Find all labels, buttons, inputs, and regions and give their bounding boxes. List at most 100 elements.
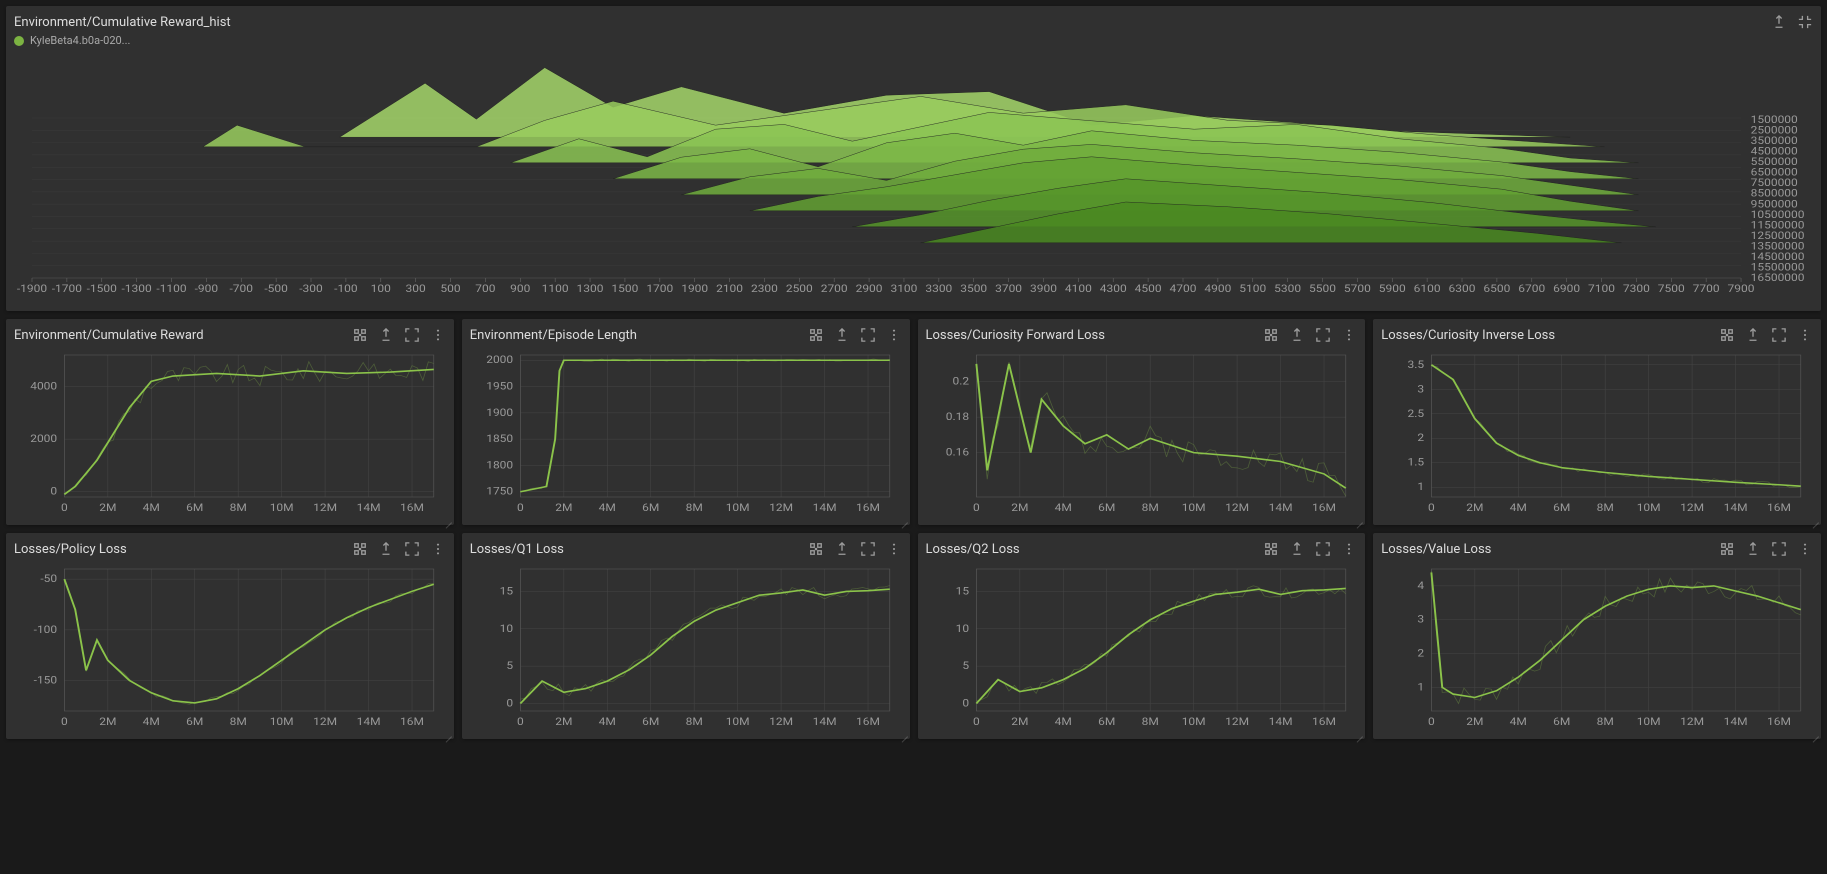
resize-handle-icon[interactable] (1353, 727, 1363, 737)
centerfocus-icon[interactable] (352, 327, 368, 343)
svg-text:8M: 8M (685, 716, 702, 728)
pin-icon[interactable] (1289, 541, 1305, 557)
svg-text:16M: 16M (1312, 502, 1336, 514)
svg-text:12M: 12M (1680, 716, 1704, 728)
panel-title: Losses/Q2 Loss (926, 542, 1020, 557)
more-icon[interactable] (1797, 327, 1813, 343)
centerfocus-icon[interactable] (808, 541, 824, 557)
fullscreen-icon[interactable] (1771, 327, 1787, 343)
line-chart[interactable]: -150-100-5002M4M6M8M10M12M14M16M (14, 561, 446, 731)
pin-icon[interactable] (1745, 541, 1761, 557)
svg-text:16M: 16M (856, 502, 880, 514)
svg-text:1300: 1300 (577, 283, 604, 295)
more-icon[interactable] (430, 327, 446, 343)
panel-header: Environment/Cumulative Reward (14, 327, 446, 343)
pin-icon[interactable] (834, 327, 850, 343)
svg-text:7100: 7100 (1588, 283, 1615, 295)
svg-text:4500: 4500 (1135, 283, 1162, 295)
svg-text:2: 2 (1418, 432, 1425, 444)
svg-text:16M: 16M (1767, 502, 1791, 514)
pin-icon[interactable] (378, 327, 394, 343)
resize-handle-icon[interactable] (442, 727, 452, 737)
resize-handle-icon[interactable] (1353, 513, 1363, 523)
svg-text:3: 3 (1418, 614, 1425, 626)
resize-handle-icon[interactable] (898, 513, 908, 523)
svg-text:6100: 6100 (1414, 283, 1441, 295)
fullscreen-exit-icon[interactable] (1797, 14, 1813, 30)
svg-text:7500: 7500 (1658, 283, 1685, 295)
svg-text:4900: 4900 (1204, 283, 1231, 295)
pin-icon[interactable] (1745, 327, 1761, 343)
line-chart[interactable]: 02000400002M4M6M8M10M12M14M16M (14, 347, 446, 517)
more-icon[interactable] (1341, 327, 1357, 343)
panel-header: Losses/Q1 Loss (470, 541, 902, 557)
more-icon[interactable] (1797, 541, 1813, 557)
panel-actions (1771, 14, 1813, 30)
svg-text:-700: -700 (230, 283, 254, 295)
svg-text:1800: 1800 (486, 459, 513, 471)
svg-text:6M: 6M (186, 502, 203, 514)
chart-panel: Environment/Episode Length 1750180018501… (462, 319, 910, 525)
svg-text:2M: 2M (99, 716, 116, 728)
fullscreen-icon[interactable] (860, 327, 876, 343)
svg-text:2700: 2700 (821, 283, 848, 295)
fullscreen-icon[interactable] (1771, 541, 1787, 557)
svg-text:16M: 16M (856, 716, 880, 728)
more-icon[interactable] (886, 541, 902, 557)
centerfocus-icon[interactable] (1719, 327, 1735, 343)
svg-text:-100: -100 (334, 283, 358, 295)
svg-text:0: 0 (517, 716, 524, 728)
svg-text:-1500: -1500 (87, 283, 117, 295)
centerfocus-icon[interactable] (1719, 541, 1735, 557)
line-chart[interactable]: 123402M4M6M8M10M12M14M16M (1381, 561, 1813, 731)
svg-text:3900: 3900 (1030, 283, 1057, 295)
panel-title: Environment/Cumulative Reward_hist (14, 15, 231, 30)
run-badge[interactable]: KyleBeta4.b0a-020... (14, 34, 1813, 47)
panel-actions (1719, 541, 1813, 557)
line-chart[interactable]: 05101502M4M6M8M10M12M14M16M (926, 561, 1358, 731)
fullscreen-icon[interactable] (1315, 541, 1331, 557)
svg-text:6300: 6300 (1449, 283, 1476, 295)
svg-text:0.2: 0.2 (952, 376, 969, 388)
line-chart[interactable]: 11.522.533.502M4M6M8M10M12M14M16M (1381, 347, 1813, 517)
svg-text:4300: 4300 (1100, 283, 1127, 295)
more-icon[interactable] (1341, 541, 1357, 557)
svg-text:2M: 2M (555, 716, 572, 728)
line-chart[interactable]: 17501800185019001950200002M4M6M8M10M12M1… (470, 347, 902, 517)
line-chart[interactable]: 0.160.180.202M4M6M8M10M12M14M16M (926, 347, 1358, 517)
svg-text:2: 2 (1418, 647, 1425, 659)
more-icon[interactable] (886, 327, 902, 343)
fullscreen-icon[interactable] (404, 541, 420, 557)
centerfocus-icon[interactable] (1263, 541, 1279, 557)
fullscreen-icon[interactable] (1315, 327, 1331, 343)
resize-handle-icon[interactable] (898, 727, 908, 737)
svg-text:12M: 12M (769, 716, 793, 728)
resize-handle-icon[interactable] (442, 513, 452, 523)
pin-icon[interactable] (378, 541, 394, 557)
resize-handle-icon[interactable] (1809, 727, 1819, 737)
centerfocus-icon[interactable] (1263, 327, 1279, 343)
pin-icon[interactable] (1289, 327, 1305, 343)
pin-icon[interactable] (1771, 14, 1787, 30)
svg-text:1.5: 1.5 (1408, 457, 1425, 469)
histogram-chart[interactable]: -1900-1700-1500-1300-1100-900-700-500-30… (14, 53, 1813, 303)
pin-icon[interactable] (834, 541, 850, 557)
svg-text:2M: 2M (1466, 502, 1483, 514)
fullscreen-icon[interactable] (404, 327, 420, 343)
fullscreen-icon[interactable] (860, 541, 876, 557)
svg-text:4M: 4M (1510, 502, 1527, 514)
svg-text:10M: 10M (1637, 502, 1661, 514)
svg-text:2000: 2000 (30, 433, 57, 445)
svg-text:5: 5 (962, 660, 969, 672)
chart-panel: Losses/Policy Loss -150-100-5002M4M6M8M1… (6, 533, 454, 739)
svg-text:12M: 12M (313, 502, 337, 514)
centerfocus-icon[interactable] (352, 541, 368, 557)
svg-text:0: 0 (1428, 716, 1435, 728)
svg-text:-150: -150 (34, 675, 58, 687)
svg-text:8M: 8M (230, 502, 247, 514)
more-icon[interactable] (430, 541, 446, 557)
svg-text:2M: 2M (99, 502, 116, 514)
centerfocus-icon[interactable] (808, 327, 824, 343)
resize-handle-icon[interactable] (1809, 513, 1819, 523)
line-chart[interactable]: 05101502M4M6M8M10M12M14M16M (470, 561, 902, 731)
